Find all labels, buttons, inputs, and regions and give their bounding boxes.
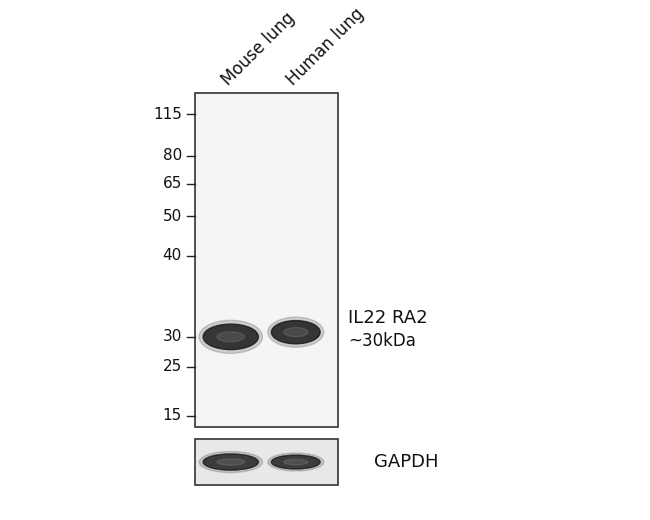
Text: 30: 30	[162, 329, 182, 344]
Text: 15: 15	[162, 408, 182, 423]
Text: 80: 80	[162, 149, 182, 163]
Text: GAPDH: GAPDH	[374, 453, 438, 471]
Text: 65: 65	[162, 176, 182, 191]
Ellipse shape	[217, 459, 244, 465]
Text: Mouse lung: Mouse lung	[218, 9, 298, 89]
Text: IL22 RA2: IL22 RA2	[348, 309, 428, 327]
Ellipse shape	[272, 455, 320, 469]
Ellipse shape	[199, 320, 263, 354]
Text: 50: 50	[162, 209, 182, 224]
Ellipse shape	[203, 324, 259, 349]
Text: 40: 40	[162, 248, 182, 263]
FancyBboxPatch shape	[195, 439, 338, 485]
Ellipse shape	[199, 451, 263, 473]
Text: 115: 115	[153, 107, 182, 122]
FancyBboxPatch shape	[195, 94, 338, 427]
Ellipse shape	[283, 459, 308, 465]
Ellipse shape	[283, 328, 308, 337]
Ellipse shape	[268, 453, 324, 471]
Text: 25: 25	[162, 359, 182, 374]
Ellipse shape	[217, 332, 244, 342]
Ellipse shape	[203, 454, 259, 470]
Text: ~30kDa: ~30kDa	[348, 332, 415, 350]
Ellipse shape	[272, 321, 320, 344]
Ellipse shape	[268, 317, 324, 347]
Text: Human lung: Human lung	[283, 5, 367, 89]
